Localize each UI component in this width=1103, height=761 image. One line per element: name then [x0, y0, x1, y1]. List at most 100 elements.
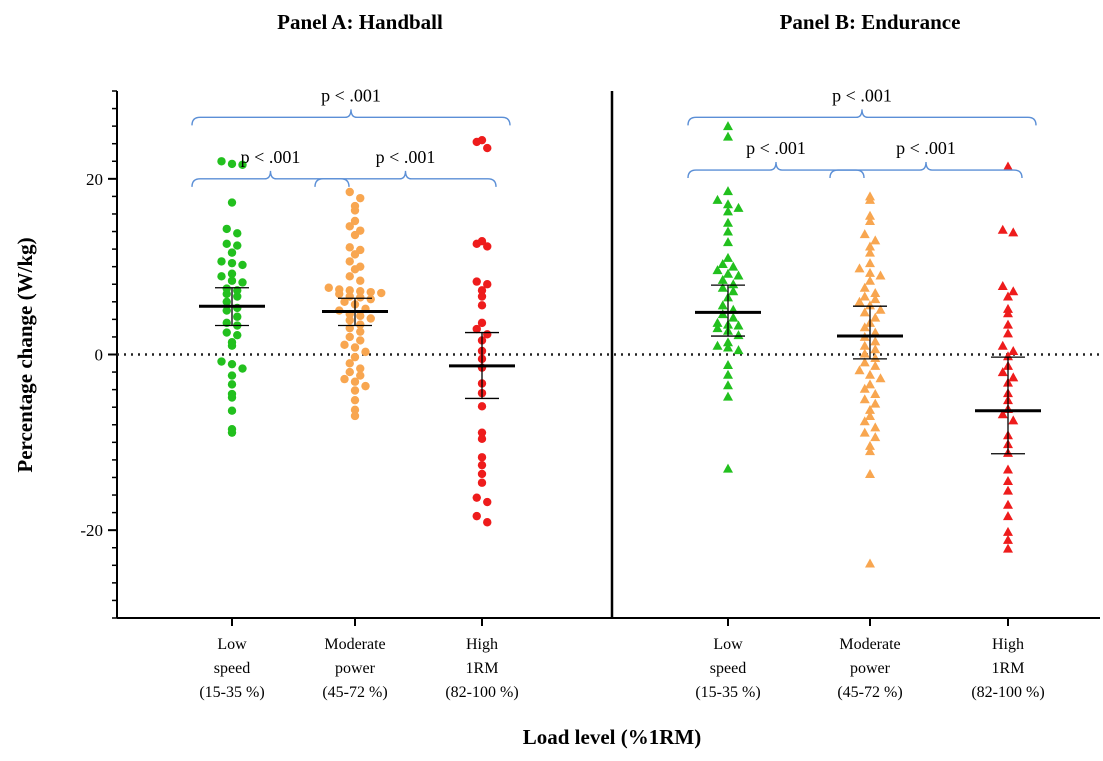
- data-point: [472, 277, 481, 286]
- data-point: [345, 187, 354, 197]
- data-point: [227, 198, 237, 207]
- data-point: [340, 340, 349, 350]
- data-point: [870, 360, 881, 370]
- data-point: [1003, 319, 1013, 329]
- data-point: [356, 276, 365, 285]
- data-point: [870, 336, 881, 346]
- data-point: [854, 263, 865, 273]
- data-point: [472, 511, 481, 521]
- data-point: [859, 427, 870, 437]
- x-category-label: speed: [214, 660, 250, 677]
- x-category-label: Low: [713, 636, 743, 653]
- significance-label: p < .001: [241, 147, 301, 167]
- data-point: [227, 248, 237, 257]
- data-point: [227, 428, 237, 437]
- significance-label: p < .001: [896, 138, 956, 158]
- data-point: [366, 287, 375, 297]
- data-point: [723, 380, 733, 390]
- data-point: [1003, 485, 1013, 495]
- data-point: [865, 275, 875, 285]
- data-point: [483, 280, 492, 289]
- significance-label: p < .001: [746, 138, 806, 158]
- data-point: [859, 282, 870, 292]
- data-point: [1008, 415, 1019, 425]
- data-point: [723, 463, 733, 473]
- data-point: [1003, 534, 1013, 544]
- data-point: [723, 199, 733, 209]
- data-point: [366, 294, 375, 304]
- data-point: [997, 409, 1008, 419]
- data-point: [723, 186, 733, 196]
- significance-bracket: [314, 170, 497, 187]
- data-point: [870, 288, 881, 298]
- data-point: [356, 364, 365, 373]
- data-point: [233, 330, 242, 340]
- data-point: [723, 391, 733, 401]
- data-point: [345, 286, 354, 295]
- data-point: [859, 348, 870, 358]
- x-category-label: Moderate: [324, 636, 385, 653]
- data-point: [712, 323, 723, 333]
- data-point: [712, 317, 723, 327]
- data-point: [472, 137, 481, 147]
- data-point: [350, 250, 360, 259]
- x-category-label: power: [850, 660, 891, 677]
- data-point: [717, 300, 728, 310]
- data-point: [723, 121, 733, 131]
- data-point: [728, 286, 739, 296]
- data-point: [350, 395, 360, 405]
- data-point: [723, 342, 733, 352]
- data-point: [712, 340, 723, 350]
- x-category-label: 1RM: [992, 660, 1025, 677]
- x-category-label: (45-72 %): [837, 684, 902, 701]
- data-point: [350, 216, 360, 226]
- x-category-label: Moderate: [839, 636, 900, 653]
- data-point: [875, 373, 886, 383]
- data-point: [733, 345, 744, 355]
- data-point: [859, 383, 870, 393]
- x-category-label: 1RM: [466, 660, 499, 677]
- data-point: [1003, 543, 1013, 553]
- data-point: [361, 381, 370, 391]
- data-point: [345, 243, 354, 252]
- data-point: [859, 291, 870, 301]
- data-point: [859, 229, 870, 239]
- data-point: [1003, 328, 1013, 338]
- data-point: [477, 460, 487, 470]
- data-point: [222, 224, 231, 234]
- data-point: [472, 239, 481, 249]
- data-point: [217, 157, 226, 166]
- y-axis-title: Percentage change (W/kg): [13, 237, 37, 472]
- data-point: [477, 301, 487, 310]
- data-point: [717, 282, 728, 292]
- data-point: [345, 257, 354, 266]
- data-point: [356, 311, 365, 321]
- data-point: [345, 272, 354, 281]
- data-point: [477, 434, 487, 444]
- data-point: [1003, 291, 1013, 301]
- data-point: [865, 300, 875, 310]
- data-point: [477, 453, 487, 462]
- data-point: [377, 288, 386, 298]
- data-point: [477, 469, 487, 479]
- data-point: [875, 270, 886, 280]
- x-category-label: power: [335, 660, 376, 677]
- data-point: [865, 468, 875, 478]
- data-point: [1003, 464, 1013, 474]
- data-point: [227, 258, 237, 268]
- data-point: [227, 159, 237, 169]
- data-point: [340, 297, 349, 306]
- y-tick-label: -20: [80, 521, 103, 540]
- data-point: [350, 411, 360, 421]
- significance-label: p < .001: [321, 85, 381, 105]
- data-point: [222, 328, 231, 337]
- data-point: [997, 340, 1008, 350]
- data-point: [356, 327, 365, 336]
- data-point: [1003, 526, 1013, 536]
- data-point: [345, 222, 354, 231]
- data-point: [350, 265, 360, 274]
- data-point: [865, 404, 875, 414]
- data-point: [356, 336, 365, 345]
- data-point: [356, 293, 365, 302]
- data-point: [350, 377, 360, 386]
